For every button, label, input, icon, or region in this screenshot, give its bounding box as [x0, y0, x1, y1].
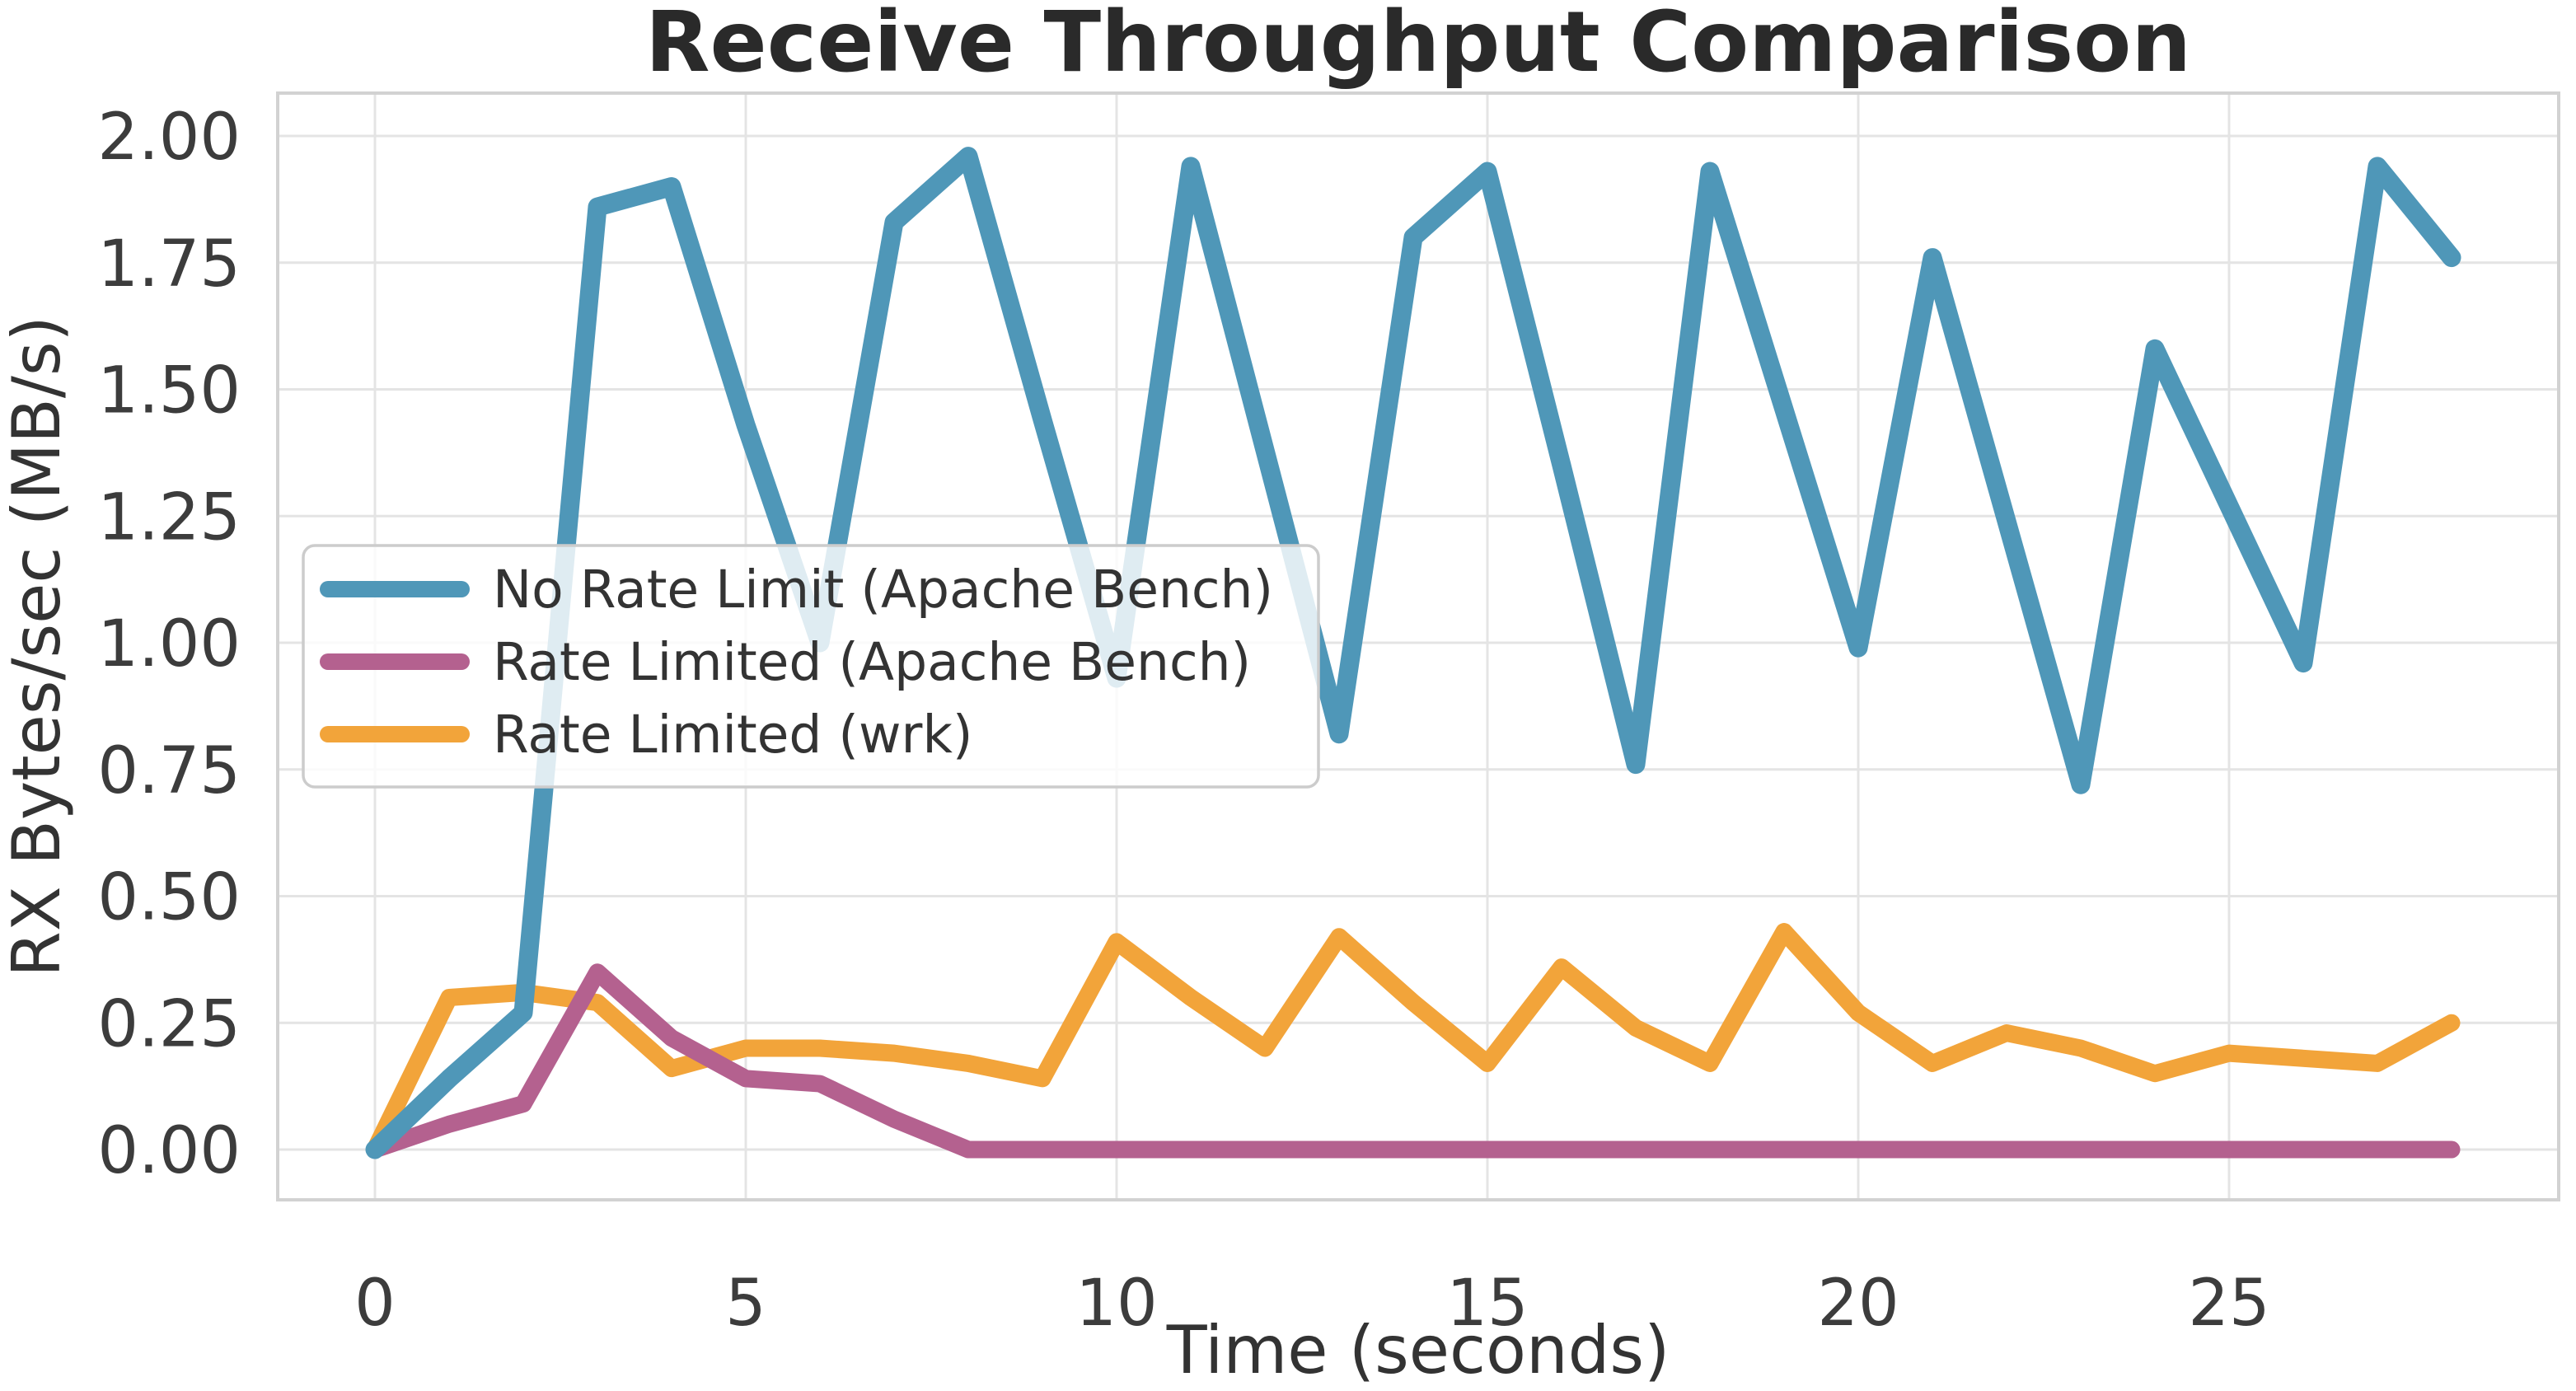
- legend-label-2: Rate Limited (Apache Bench): [493, 632, 1251, 692]
- x-tick-label: 15: [1446, 1267, 1528, 1341]
- x-tick-label: 5: [725, 1267, 766, 1341]
- y-tick-label: 0.25: [97, 987, 241, 1061]
- chart-title: Receive Throughput Comparison: [645, 0, 2191, 91]
- plot-border: [276, 91, 2560, 1201]
- legend-label-1: No Rate Limit (Apache Bench): [493, 560, 1273, 620]
- x-axis-label: Time (seconds): [1166, 1312, 1670, 1389]
- y-tick-label: 0.50: [97, 861, 241, 935]
- y-tick-label: 2.00: [97, 101, 241, 175]
- y-tick-label: 1.50: [97, 354, 241, 429]
- x-tick-label: 25: [2188, 1267, 2269, 1341]
- legend-label-3: Rate Limited (wrk): [493, 705, 973, 765]
- series-line-rate-limited-apache-bench: [366, 963, 2461, 1159]
- y-tick-label: 1.00: [97, 607, 241, 681]
- y-tick-label: 0.75: [97, 734, 241, 808]
- series-line-no-rate-limit-apache-bench: [365, 147, 2461, 1159]
- x-tick-label: 10: [1075, 1267, 1157, 1341]
- x-tick-label: 0: [354, 1267, 396, 1341]
- legend-box: [302, 544, 1320, 789]
- y-tick-label: 0.00: [97, 1114, 241, 1188]
- y-axis-label: RX Bytes/sec (MB/s): [0, 316, 75, 977]
- series-line-rate-limited-wrk: [366, 923, 2461, 1159]
- x-tick-label: 20: [1817, 1267, 1899, 1341]
- y-tick-label: 1.25: [97, 480, 241, 555]
- y-tick-label: 1.75: [97, 227, 241, 302]
